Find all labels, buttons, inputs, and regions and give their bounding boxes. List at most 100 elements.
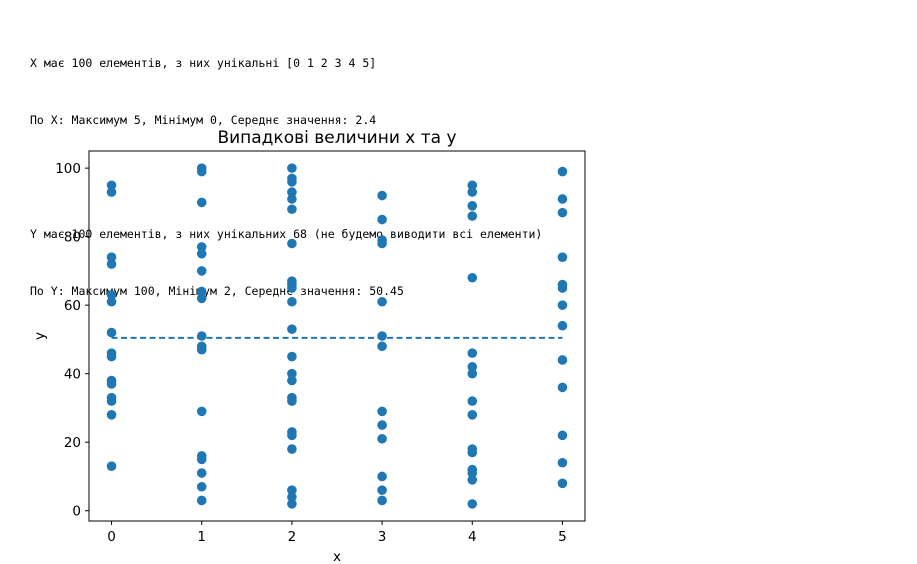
- scatter-point: [377, 214, 387, 225]
- scatter-point: [196, 286, 207, 297]
- scatter-point: [377, 296, 387, 307]
- scatter-point: [467, 348, 478, 358]
- scatter-point: [557, 382, 568, 393]
- scatter-point: [196, 248, 207, 259]
- scatter-point: [377, 471, 387, 482]
- cell-output: X має 100 елементів, з них унікальні [0 …: [30, 16, 542, 320]
- scatter-point: [467, 468, 478, 478]
- scatter-point: [196, 197, 207, 208]
- scatter-point: [557, 283, 568, 293]
- x-tick-label: 1: [197, 529, 206, 545]
- x-tick-label: 2: [288, 529, 297, 545]
- scatter-point: [287, 375, 297, 386]
- plot-frame: [88, 150, 586, 522]
- scatter-point: [467, 368, 478, 379]
- x-tick-label: 3: [378, 529, 387, 545]
- scatter-point: [196, 166, 207, 177]
- scatter-point: [106, 409, 117, 420]
- scatter-point: [467, 396, 478, 406]
- scatter-point: [287, 204, 297, 215]
- scatter-point: [196, 344, 207, 355]
- scatter-point: [287, 444, 297, 454]
- scatter-point: [377, 433, 387, 444]
- scatter-point: [557, 194, 568, 204]
- chart-title: Випадкові величини х та у: [217, 128, 456, 148]
- scatter-point: [287, 194, 297, 204]
- scatter-point: [106, 252, 117, 263]
- scatter-point: [106, 180, 117, 191]
- scatter-point: [467, 187, 478, 197]
- scatter-point: [557, 478, 568, 489]
- scatter-point: [196, 406, 207, 417]
- scatter-point: [467, 409, 478, 420]
- y-tick-label: 20: [64, 435, 81, 451]
- scatter-point: [287, 296, 297, 307]
- scatter-point: [196, 481, 207, 492]
- scatter-point: [287, 324, 297, 334]
- scatter-point: [196, 266, 207, 276]
- scatter-point: [467, 447, 478, 458]
- scatter-point: [287, 163, 297, 173]
- scatter-point: [106, 296, 117, 307]
- scatter-point: [467, 475, 478, 485]
- scatter-point: [106, 379, 117, 389]
- scatter-point: [557, 355, 568, 365]
- scatter-point: [287, 430, 297, 441]
- scatter-point: [377, 420, 387, 430]
- scatter-point: [106, 290, 117, 300]
- scatter-point: [557, 207, 568, 218]
- scatter-point: [377, 406, 387, 417]
- scatter-point: [467, 499, 478, 509]
- x-axis-label: x: [333, 549, 341, 564]
- scatter-point: [196, 454, 207, 465]
- scatter-point: [287, 485, 297, 495]
- scatter-point: [106, 351, 117, 362]
- y-tick-label: 80: [64, 230, 81, 246]
- scatter-point: [287, 396, 297, 406]
- y-axis: 0 20 40 60 80 100: [55, 161, 89, 520]
- y-axis-label: y: [32, 332, 48, 340]
- scatter-point: [377, 495, 387, 506]
- scatter-point: [106, 327, 117, 338]
- scatter-point: [377, 238, 387, 249]
- scatter-point: [467, 362, 478, 372]
- scatter-point: [106, 396, 117, 406]
- output-line-y-unique: Y має 100 елементів, з них унікальних 68…: [30, 227, 543, 241]
- scatter-point: [287, 492, 297, 502]
- scatter-point: [196, 293, 207, 304]
- x-tick-label: 0: [107, 529, 116, 545]
- x-tick-label: 5: [558, 529, 567, 545]
- scatter-point: [377, 190, 387, 201]
- points-layer: [106, 163, 568, 509]
- scatter-point: [557, 320, 568, 331]
- scatter-point: [287, 283, 297, 293]
- y-tick-label: 60: [64, 298, 81, 314]
- scatter-point: [287, 499, 297, 509]
- scatter-point: [106, 259, 117, 269]
- scatter-point: [467, 180, 478, 191]
- scatter-point: [467, 211, 478, 221]
- scatter-point: [377, 331, 387, 341]
- scatter-point: [287, 177, 297, 187]
- scatter-point: [557, 166, 568, 177]
- x-tick-label: 4: [468, 529, 477, 545]
- output-line-x-unique: X має 100 елементів, з них унікальні [0 …: [30, 56, 377, 70]
- scatter-point: [196, 495, 207, 506]
- scatter-point: [557, 300, 568, 310]
- scatter-point: [467, 272, 478, 283]
- y-tick-label: 100: [55, 161, 81, 177]
- scatter-point: [106, 461, 117, 471]
- scatter-point: [196, 331, 207, 341]
- y-tick-label: 40: [64, 367, 81, 383]
- scatter-point: [557, 252, 568, 263]
- scatter-point: [106, 187, 117, 197]
- scatter-point: [467, 201, 478, 211]
- scatter-point: [196, 242, 207, 252]
- scatter-point: [377, 341, 387, 352]
- x-axis: 0 1 2 3 4 5: [107, 521, 567, 545]
- scatter-point: [287, 187, 297, 197]
- scatter-point: [196, 468, 207, 478]
- output-line-y-stats: По Y: Максимум 100, Мінімум 2, Середнє з…: [30, 284, 404, 298]
- scatter-point: [287, 351, 297, 362]
